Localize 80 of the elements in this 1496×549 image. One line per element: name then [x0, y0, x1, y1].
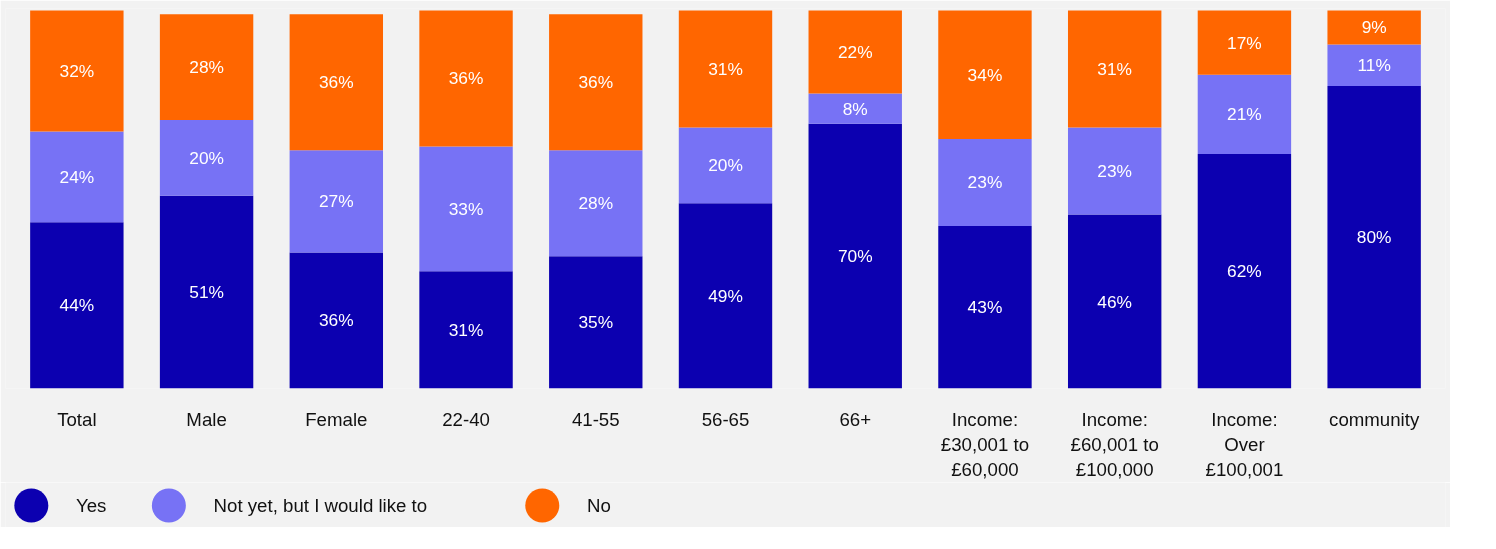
bar [1327, 86, 1421, 389]
bar [30, 10, 124, 132]
data-label: 28% [578, 193, 614, 214]
bar [808, 10, 902, 94]
bar [1197, 10, 1292, 75]
data-label: 36% [578, 72, 614, 93]
x-tick-label: community [1329, 408, 1420, 430]
bar [1197, 74, 1292, 155]
data-label: 24% [59, 166, 95, 187]
legend-label: Not yet, but I would like to [213, 495, 428, 516]
data-label: 28% [189, 57, 224, 78]
data-label: 33% [448, 198, 484, 219]
bar [159, 120, 254, 196]
data-label: 36% [448, 68, 484, 89]
data-label: 31% [1097, 59, 1133, 79]
bar [1197, 154, 1292, 389]
bar [159, 195, 254, 389]
bar [549, 14, 643, 151]
data-label: 21% [1227, 104, 1262, 125]
bar [289, 252, 384, 389]
data-label: 31% [708, 59, 743, 79]
x-tick-label: 22-40 [442, 408, 490, 430]
bar [938, 10, 1032, 139]
x-tick-label: Income: Over £100,001 [1205, 408, 1284, 480]
bar [678, 203, 773, 389]
data-label: 8% [842, 98, 868, 119]
data-label: 70% [837, 246, 873, 267]
bar [678, 10, 773, 128]
data-label: 27% [318, 191, 354, 212]
bar [419, 271, 513, 389]
data-label: 22% [837, 41, 873, 62]
data-label: 23% [1097, 161, 1133, 182]
legend-label: Yes [76, 495, 107, 516]
bar [1067, 127, 1162, 215]
data-label: 17% [1227, 32, 1262, 53]
data-label: 43% [967, 297, 1003, 318]
data-label: 62% [1227, 261, 1262, 282]
bar [678, 127, 773, 204]
data-label: 36% [318, 72, 354, 93]
data-label: 23% [967, 172, 1003, 193]
bar [289, 14, 384, 151]
bar [938, 138, 1032, 226]
bar [159, 14, 254, 121]
x-tick-label: 56-65 [701, 408, 750, 430]
x-tick-label: Total [57, 408, 97, 430]
x-tick-label: 66+ [839, 408, 872, 430]
data-label: 20% [189, 147, 224, 168]
bar [289, 150, 384, 253]
x-tick-label: Income: £30,001 to £60,000 [940, 408, 1030, 480]
bar [1067, 10, 1162, 128]
data-label: 36% [318, 310, 354, 331]
data-label: 46% [1097, 291, 1133, 312]
x-tick-label: 41-55 [571, 408, 620, 430]
bar [30, 222, 124, 389]
data-label: 32% [59, 60, 95, 81]
x-tick-label: Male [186, 408, 227, 430]
bar [549, 256, 643, 389]
bar [30, 131, 124, 223]
legend-label: No [586, 495, 611, 516]
data-label: 44% [59, 295, 95, 316]
bar [419, 10, 513, 147]
x-tick-label: Female [305, 408, 368, 430]
bar [808, 93, 902, 124]
data-label: 51% [189, 282, 224, 303]
bar [1327, 10, 1421, 45]
bar [808, 123, 902, 389]
bar [419, 146, 513, 272]
bar [938, 225, 1032, 389]
data-label: 80% [1356, 227, 1392, 248]
data-label: 49% [708, 285, 743, 306]
data-label: 35% [578, 312, 614, 333]
data-label: 11% [1357, 55, 1391, 76]
data-label: 9% [1361, 17, 1387, 38]
data-label: 31% [448, 319, 484, 340]
data-label: 20% [708, 155, 743, 176]
bar [1327, 44, 1421, 87]
bar [549, 150, 643, 257]
bar [1067, 214, 1162, 389]
x-tick-label: Income: £60,001 to £100,000 [1070, 408, 1159, 480]
data-label: 34% [967, 64, 1003, 85]
